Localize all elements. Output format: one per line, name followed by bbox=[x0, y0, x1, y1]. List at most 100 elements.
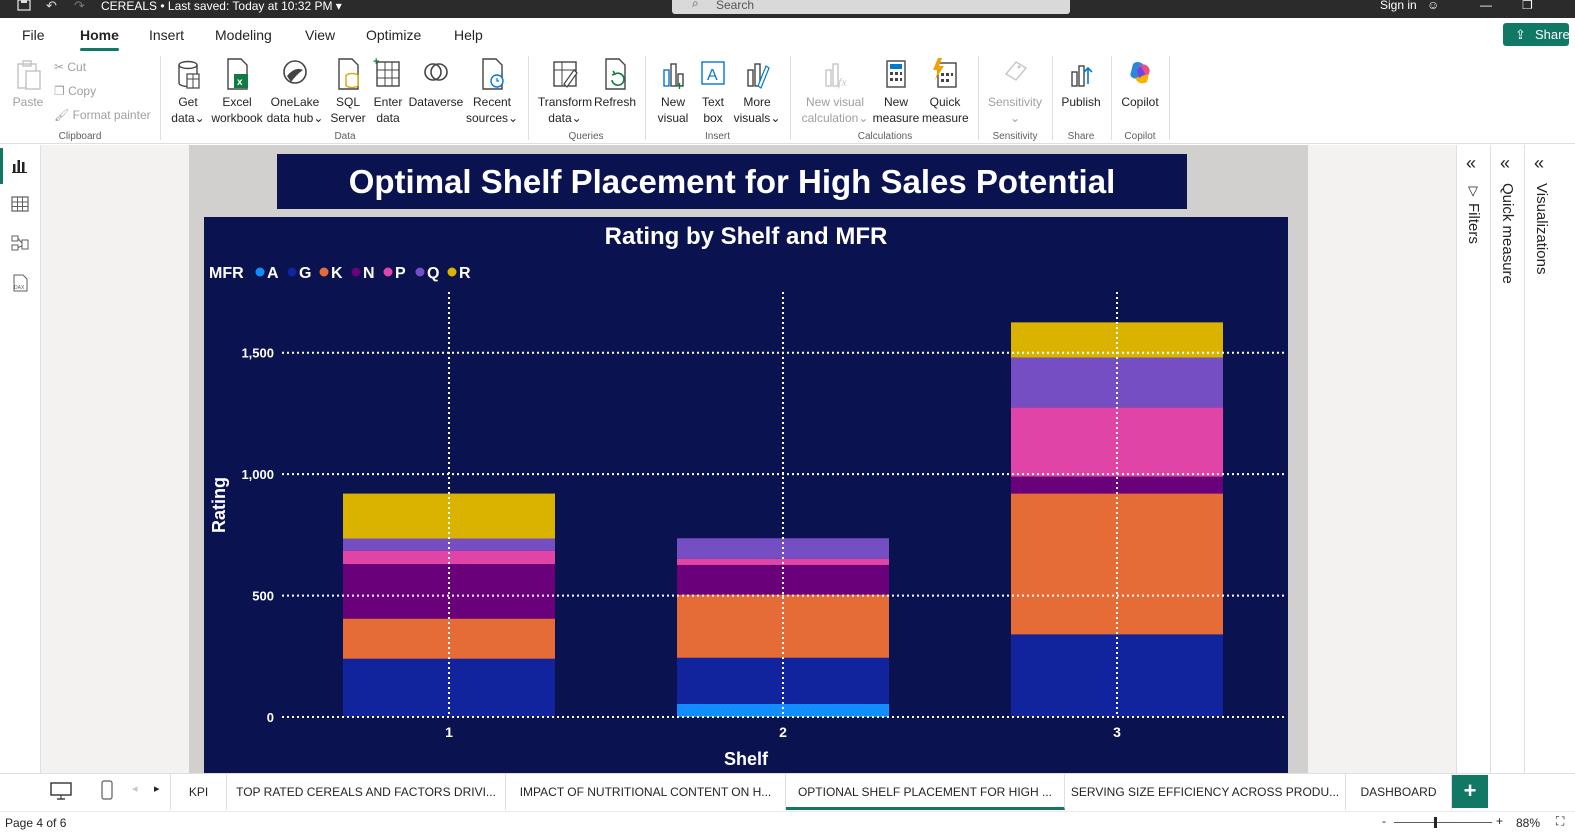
sql-server-button[interactable]: SQL Server bbox=[329, 56, 367, 126]
legend-item-A[interactable]: A bbox=[267, 265, 279, 282]
visualizations-label: Visualizations bbox=[1533, 183, 1550, 275]
title-bar: ↶ ↷ CEREALS • Last saved: Today at 10:32… bbox=[0, 0, 1575, 18]
table-icon: + bbox=[373, 56, 400, 87]
refresh-button[interactable]: Refresh bbox=[594, 56, 636, 110]
collapse-chevron-icon[interactable]: « bbox=[1500, 153, 1511, 173]
tab-modeling[interactable]: Modeling bbox=[215, 27, 272, 43]
copy-icon: ❐ bbox=[54, 84, 69, 98]
legend-item-K[interactable]: K bbox=[331, 265, 343, 282]
zoom-out-button[interactable]: - bbox=[1382, 814, 1386, 828]
share-button[interactable]: ⇪ Share bbox=[1503, 23, 1570, 46]
legend-item-P[interactable]: P bbox=[395, 265, 406, 282]
add-page-button[interactable]: + bbox=[1452, 775, 1488, 808]
new-visual-button[interactable]: + New visual bbox=[654, 56, 692, 126]
cut-button[interactable]: ✂ Cut bbox=[54, 60, 86, 74]
zoom-slider-thumb[interactable] bbox=[1434, 817, 1437, 828]
transform-data-button[interactable]: Transform data⌄ bbox=[537, 56, 593, 126]
page-tab[interactable]: SERVING SIZE EFFICIENCY ACROSS PRODU... bbox=[1065, 774, 1346, 810]
copilot-button[interactable]: Copilot bbox=[1116, 56, 1164, 110]
tab-optimize[interactable]: Optimize bbox=[366, 27, 422, 43]
onelake-button[interactable]: OneLake data hub⌄ bbox=[266, 56, 324, 126]
tab-home[interactable]: Home bbox=[80, 27, 119, 51]
recent-sources-button[interactable]: Recent sources⌄ bbox=[466, 56, 518, 126]
legend-item-R[interactable]: R bbox=[459, 265, 471, 282]
quick-measure-pane[interactable]: « Quick measure bbox=[1490, 145, 1524, 773]
share-label: Share bbox=[1535, 27, 1570, 42]
new-measure-button[interactable]: New measure bbox=[872, 56, 920, 126]
model-view-icon[interactable] bbox=[10, 233, 30, 253]
bar-segment-3-G[interactable] bbox=[1011, 634, 1223, 717]
publish-button[interactable]: Publish bbox=[1058, 56, 1104, 110]
bar-segment-3-N[interactable] bbox=[1011, 476, 1223, 494]
x-axis-title: Shelf bbox=[724, 749, 769, 769]
restore-icon[interactable]: ❐ bbox=[1522, 0, 1533, 12]
format-painter-button[interactable]: 🖌 Format painter bbox=[54, 108, 151, 122]
bar-segment-1-Q[interactable] bbox=[343, 538, 555, 551]
bar-segment-2-A[interactable] bbox=[677, 703, 889, 717]
page-tab[interactable]: IMPACT OF NUTRITIONAL CONTENT ON H... bbox=[506, 774, 786, 810]
minimize-icon[interactable]: — bbox=[1480, 0, 1492, 12]
dataverse-icon bbox=[424, 63, 448, 81]
collapse-chevron-icon[interactable]: « bbox=[1534, 153, 1545, 173]
text-box-button[interactable]: A Text box bbox=[694, 56, 732, 126]
visualizations-pane[interactable]: « Visualizations bbox=[1524, 145, 1575, 773]
legend-item-Q[interactable]: Q bbox=[427, 265, 439, 282]
bar-segment-2-G[interactable] bbox=[677, 657, 889, 704]
tab-view[interactable]: View bbox=[305, 27, 336, 43]
filters-pane[interactable]: « ▽ Filters bbox=[1456, 145, 1490, 773]
copy-button[interactable]: ❐ Copy bbox=[54, 84, 96, 98]
sign-in-link[interactable]: Sign in bbox=[1380, 0, 1417, 12]
legend-item-G[interactable]: G bbox=[299, 265, 311, 282]
new-visual-calculation-button[interactable]: fx New visual calculation⌄ bbox=[800, 56, 870, 126]
desktop-layout-icon[interactable] bbox=[50, 782, 72, 800]
enter-data-button[interactable]: + Enter data bbox=[369, 56, 407, 126]
quick-measure-button[interactable]: Quick measure bbox=[922, 56, 969, 126]
y-tick-label: 0 bbox=[267, 710, 274, 725]
mobile-layout-icon[interactable] bbox=[100, 780, 114, 800]
report-view-icon[interactable] bbox=[10, 155, 30, 175]
table-view-icon[interactable] bbox=[10, 194, 30, 214]
sensitivity-label: Sensitivity bbox=[987, 95, 1043, 109]
page-tab[interactable]: DASHBOARD bbox=[1346, 774, 1452, 810]
chart-svg: Rating by Shelf and MFR MFR A G K N P Q R 0 500… bbox=[209, 223, 1284, 769]
legend-item-N[interactable]: N bbox=[363, 265, 375, 282]
bar-segment-1-R[interactable] bbox=[343, 493, 555, 539]
sql-server-icon bbox=[338, 58, 359, 90]
page-title[interactable]: Optimal Shelf Placement for High Sales P… bbox=[277, 154, 1187, 209]
zoom-slider[interactable] bbox=[1394, 817, 1492, 828]
more-visuals-label-1: More bbox=[743, 95, 771, 109]
zoom-in-button[interactable]: + bbox=[1496, 814, 1504, 828]
excel-workbook-button[interactable]: x Excel workbook bbox=[210, 56, 264, 126]
sql-label-1: SQL bbox=[335, 95, 360, 109]
undo-icon[interactable]: ↶ bbox=[46, 0, 57, 13]
redo-icon[interactable]: ↷ bbox=[74, 0, 85, 13]
search-input[interactable]: ⌕ Search bbox=[672, 0, 1070, 14]
new-visual-icon: + bbox=[663, 63, 684, 92]
sensitivity-button[interactable]: Sensitivity ⌄ bbox=[984, 56, 1046, 126]
paste-button[interactable]: Paste bbox=[10, 56, 46, 110]
tab-file[interactable]: File bbox=[22, 27, 45, 43]
account-icon[interactable]: ☺ bbox=[1427, 0, 1440, 12]
more-visuals-label-2: visuals bbox=[733, 111, 771, 125]
bar-segment-2-N[interactable] bbox=[677, 564, 889, 595]
dax-query-view-icon[interactable]: DAX bbox=[10, 273, 30, 293]
get-data-button[interactable]: Get data⌄ bbox=[168, 56, 208, 126]
legend[interactable]: MFR A G K N P Q R bbox=[209, 265, 471, 282]
page-tab-active[interactable]: OPTIONAL SHELF PLACEMENT FOR HIGH ... bbox=[786, 774, 1065, 810]
collapse-chevron-icon[interactable]: « bbox=[1466, 153, 1477, 173]
fit-to-page-icon[interactable]: ⛶ bbox=[1556, 814, 1565, 828]
status-bar: Page 4 of 6 - + 88% ⛶ bbox=[0, 811, 1575, 835]
tab-help[interactable]: Help bbox=[454, 27, 483, 43]
dataverse-button[interactable]: Dataverse bbox=[408, 56, 464, 110]
stacked-column-chart[interactable]: Rating by Shelf and MFR MFR A G K N P Q R 0 500… bbox=[204, 217, 1288, 773]
save-icon[interactable] bbox=[16, 0, 32, 14]
scroll-right-icon[interactable]: ▸ bbox=[154, 783, 160, 795]
bar-segment-2-P[interactable] bbox=[677, 558, 889, 565]
svg-text:+: + bbox=[373, 56, 379, 68]
y-axis-title: Rating bbox=[209, 477, 229, 533]
more-visuals-button[interactable]: More visuals⌄ bbox=[733, 56, 781, 126]
page-tab[interactable]: TOP RATED CEREALS AND FACTORS DRIVI... bbox=[227, 774, 506, 810]
tab-insert[interactable]: Insert bbox=[149, 27, 185, 43]
scroll-left-icon[interactable]: ◂ bbox=[132, 783, 138, 795]
page-tab[interactable]: KPI bbox=[170, 774, 227, 810]
